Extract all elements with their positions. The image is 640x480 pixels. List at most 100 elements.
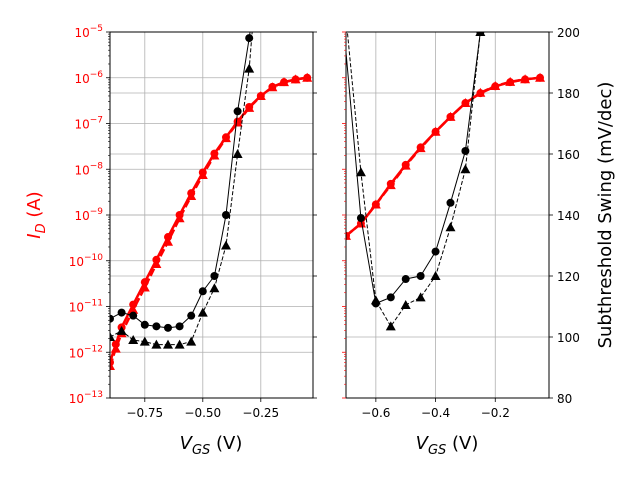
left-panel-x-ticks: −0.75 −0.50 −0.25 — [126, 398, 279, 420]
data-point — [460, 98, 471, 108]
data-point — [386, 293, 395, 302]
right-panel-left-ticks — [342, 31, 346, 399]
x-tick-label: −0.75 — [126, 406, 163, 420]
y-tick-label: 10−9 — [74, 207, 103, 223]
right-panel-y-axis-label: Subthreshold Swing (mV/dec) — [595, 82, 616, 349]
data-point — [475, 32, 486, 36]
data-point — [232, 117, 243, 127]
data-point — [490, 81, 501, 91]
data-point — [505, 76, 516, 86]
data-point — [222, 211, 230, 219]
data-point — [431, 247, 440, 256]
x-tick-label: −0.50 — [184, 406, 221, 420]
data-point — [445, 111, 456, 121]
data-point — [163, 339, 173, 349]
data-point — [430, 126, 441, 136]
series-line — [346, 76, 541, 237]
series-line — [110, 76, 308, 363]
x-tick-label: −0.4 — [421, 406, 450, 420]
right-panel-y-ticks: 80 100 120 140 160 180 200 — [549, 26, 580, 406]
y-tick-label: 80 — [557, 392, 572, 406]
data-point — [221, 133, 231, 143]
data-point — [186, 336, 197, 346]
data-point — [197, 307, 208, 317]
data-point — [355, 167, 366, 177]
data-point — [415, 143, 426, 153]
left-panel: −0.75 −0.50 −0.25 10−13 10−12 10−11 10−10 10−9… — [24, 24, 317, 458]
right-panel: −0.6 −0.4 −0.2 80 100 120 140 160 180 200 VGS (V… — [342, 26, 616, 458]
data-point — [110, 343, 121, 353]
y-tick-label: 100 — [557, 331, 580, 345]
data-point — [117, 308, 126, 317]
data-point — [140, 320, 149, 329]
data-point — [186, 191, 197, 201]
data-point — [370, 295, 381, 305]
data-point — [110, 314, 114, 323]
y-tick-label: 10−13 — [69, 390, 103, 406]
right-panel-x-ticks: −0.6 −0.4 −0.2 — [361, 398, 510, 420]
series-line — [110, 32, 253, 346]
left-panel-grid — [110, 31, 313, 399]
data-point — [385, 180, 396, 190]
y-tick-label: 200 — [557, 26, 580, 40]
data-point — [267, 82, 278, 92]
data-point — [244, 63, 255, 73]
left-panel-series — [110, 32, 313, 371]
data-point — [209, 283, 220, 293]
y-tick-label: 140 — [557, 209, 580, 223]
data-point — [233, 107, 242, 116]
data-point — [244, 102, 255, 112]
data-point — [401, 275, 410, 284]
data-point — [356, 214, 365, 223]
data-point — [152, 322, 161, 331]
data-point — [128, 335, 139, 345]
data-point — [174, 213, 185, 223]
data-point — [355, 218, 366, 228]
y-tick-label: 10−10 — [69, 253, 104, 269]
data-point — [416, 272, 425, 280]
data-point — [110, 332, 115, 341]
data-point — [430, 271, 441, 280]
data-point — [446, 198, 455, 207]
data-point — [163, 236, 173, 246]
data-point — [346, 230, 351, 240]
series-line — [110, 32, 251, 329]
data-point — [209, 150, 220, 160]
data-point — [400, 299, 411, 309]
series-line — [110, 76, 308, 367]
left-panel-y-axis-label: ID (A) — [24, 191, 49, 238]
data-point — [535, 72, 546, 82]
data-point — [129, 311, 138, 320]
data-point — [116, 325, 127, 335]
data-point — [187, 311, 196, 320]
data-point — [151, 258, 162, 268]
data-point — [279, 77, 289, 87]
y-tick-label: 10−5 — [74, 24, 103, 40]
data-point — [174, 339, 185, 349]
data-point — [139, 282, 150, 292]
data-point — [198, 287, 207, 296]
data-point — [139, 336, 150, 346]
data-point — [110, 361, 115, 371]
data-point — [175, 322, 184, 331]
y-tick-label: 10−11 — [69, 299, 103, 315]
y-tick-label: 180 — [557, 87, 580, 101]
data-point — [475, 87, 486, 97]
x-tick-label: −0.2 — [481, 406, 510, 420]
data-point — [385, 321, 396, 331]
data-point — [151, 339, 162, 349]
x-tick-label: −0.6 — [361, 406, 390, 420]
y-tick-label: 10−7 — [74, 116, 103, 132]
left-panel-x-axis-label: VGS (V) — [180, 433, 243, 458]
data-point — [210, 272, 219, 280]
series-line — [346, 32, 481, 327]
series-line — [346, 32, 481, 304]
y-tick-label: 10−8 — [74, 161, 103, 177]
data-point — [400, 160, 411, 170]
data-point — [370, 199, 381, 209]
x-tick-label: −0.25 — [242, 406, 279, 420]
data-point — [128, 304, 139, 314]
data-point — [460, 164, 471, 174]
y-tick-label: 10−6 — [74, 70, 103, 86]
left-panel-y-ticks: 10−13 10−12 10−11 10−10 10−9 10−8 10−7 10−6 10−5 — [69, 24, 110, 406]
